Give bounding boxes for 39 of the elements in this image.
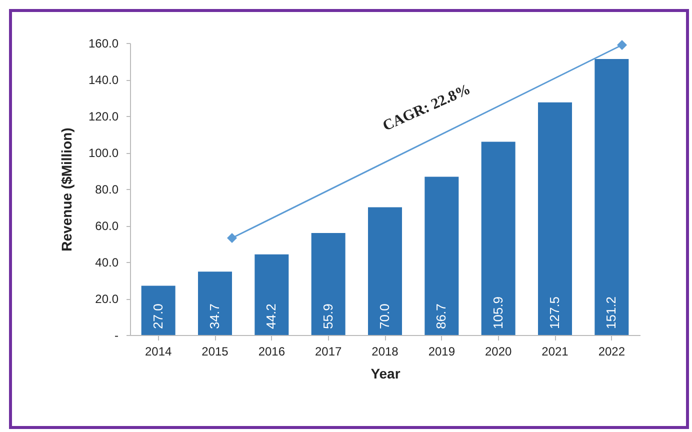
data-label: 55.9	[320, 304, 336, 329]
x-tick-label: 2022	[598, 344, 626, 358]
y-tick-label: 160.0	[88, 36, 119, 50]
x-axis-title: Year	[370, 366, 401, 382]
data-label: 27.0	[150, 304, 166, 329]
data-label: 105.9	[490, 296, 506, 329]
y-axis-title: Revenue ($Million)	[58, 128, 74, 252]
bar	[538, 102, 572, 335]
y-tick-label: 40.0	[95, 256, 119, 270]
x-tick-label: 2015	[202, 344, 229, 358]
bar	[311, 232, 346, 335]
y-tick-label: 20.0	[95, 292, 119, 306]
bar	[254, 254, 289, 335]
bar	[368, 207, 402, 335]
data-label: 44.2	[264, 304, 279, 329]
bar	[424, 176, 459, 335]
x-tick-label: 2019	[428, 344, 456, 358]
x-tick-label: 2020	[484, 344, 512, 358]
y-tick-label: -	[114, 328, 118, 342]
x-tick-label: 2017	[314, 344, 342, 358]
bar	[141, 286, 176, 335]
x-tick-label: 2016	[258, 344, 286, 358]
y-tick-label: 60.0	[95, 219, 119, 233]
data-label: 151.2	[604, 296, 619, 329]
y-tick-label: 120.0	[88, 110, 119, 124]
bar	[481, 142, 516, 335]
y-tick-label: 80.0	[95, 182, 119, 196]
data-label: 70.0	[377, 304, 392, 329]
y-tick-label: 140.0	[88, 73, 119, 87]
annotation: CAGR: 22.8%	[380, 82, 474, 136]
bar	[198, 272, 232, 335]
data-label: 34.7	[207, 304, 222, 329]
x-tick-label: 2021	[542, 344, 569, 358]
y-tick-label: 100.0	[88, 146, 119, 160]
x-tick-label: 2014	[144, 344, 172, 358]
data-label: 127.5	[547, 296, 562, 329]
data-label: 86.7	[434, 304, 449, 329]
x-tick-label: 2018	[372, 344, 399, 358]
bar	[594, 59, 629, 335]
